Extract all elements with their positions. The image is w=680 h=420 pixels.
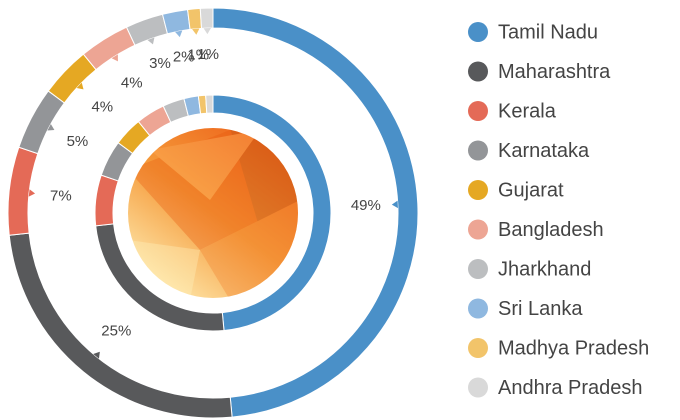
legend-label: Jharkhand bbox=[498, 258, 591, 280]
legend-label: Maharashtra bbox=[498, 61, 611, 83]
data-label: 4% bbox=[121, 74, 143, 91]
legend-label: Gujarat bbox=[498, 179, 564, 201]
legend-label: Kerala bbox=[498, 100, 557, 122]
label-pointer bbox=[111, 54, 118, 62]
data-label: 49% bbox=[351, 197, 381, 214]
label-pointer bbox=[76, 82, 84, 90]
outer-segment bbox=[199, 7, 214, 29]
legend-swatch bbox=[468, 377, 488, 398]
outer-segment bbox=[18, 90, 66, 155]
label-pointer bbox=[147, 37, 155, 45]
data-label: 7% bbox=[50, 187, 72, 204]
center-image bbox=[128, 128, 298, 298]
legend-swatch bbox=[468, 180, 488, 200]
legend-swatch bbox=[468, 101, 488, 121]
legend-label: Madhya Pradesh bbox=[498, 337, 649, 359]
label-pointer bbox=[47, 123, 55, 131]
legend-label: Andhra Pradesh bbox=[498, 377, 643, 399]
outer-segment bbox=[187, 7, 203, 30]
data-label: 25% bbox=[101, 323, 131, 340]
outer-segment bbox=[125, 13, 169, 46]
legend-swatch bbox=[468, 140, 488, 161]
label-pointer bbox=[175, 30, 183, 38]
data-label: 4% bbox=[91, 98, 113, 115]
outer-segment bbox=[82, 26, 136, 71]
legend-label: Tamil Nadu bbox=[498, 21, 598, 43]
data-label: 1% bbox=[197, 46, 219, 63]
data-label: 3% bbox=[149, 55, 171, 72]
legend-swatch bbox=[468, 61, 488, 82]
label-pointer bbox=[192, 28, 200, 35]
legend-swatch bbox=[468, 298, 488, 319]
outer-segment bbox=[7, 146, 39, 236]
data-label: 1% bbox=[187, 47, 209, 64]
label-pointer bbox=[28, 189, 36, 197]
data-label: 2% bbox=[173, 49, 195, 66]
data-label: 5% bbox=[67, 133, 89, 150]
inner-segment bbox=[94, 174, 119, 227]
legend-swatch bbox=[468, 259, 488, 279]
inner-segment bbox=[205, 94, 214, 114]
legend-label: Sri Lanka bbox=[498, 298, 583, 320]
label-pointer bbox=[203, 28, 211, 35]
legend-label: Bangladesh bbox=[498, 219, 604, 241]
legend-swatch bbox=[468, 219, 488, 240]
label-pointer bbox=[93, 351, 100, 359]
label-pointer bbox=[391, 200, 398, 209]
legend-swatch bbox=[468, 338, 488, 358]
legend-swatch bbox=[468, 22, 488, 42]
outer-segment bbox=[161, 9, 191, 35]
legend-label: Karnataka bbox=[498, 140, 590, 162]
